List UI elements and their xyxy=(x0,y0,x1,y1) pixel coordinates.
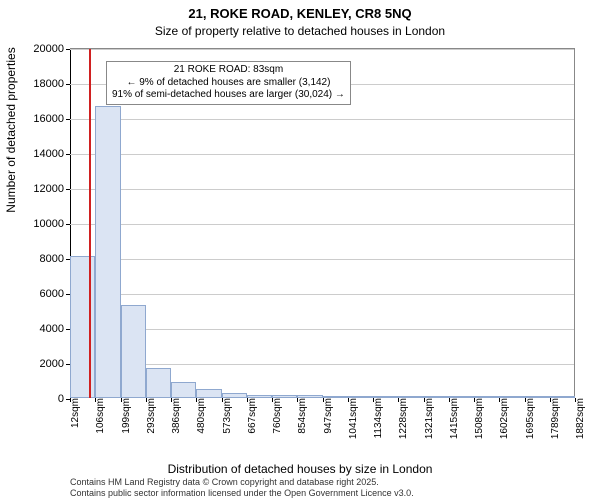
histogram-bar xyxy=(499,396,524,398)
histogram-bar xyxy=(171,382,196,398)
x-tick-label: 1695sqm xyxy=(521,398,536,439)
y-tick-label: 10000 xyxy=(33,218,64,230)
y-tick-label: 16000 xyxy=(33,113,64,125)
y-axis-label: Number of detached properties xyxy=(4,0,24,330)
x-tick-label: 1415sqm xyxy=(445,398,460,439)
y-tick-label: 6000 xyxy=(40,288,64,300)
histogram-bar xyxy=(121,305,146,398)
y-tick-label: 18000 xyxy=(33,78,64,90)
credits: Contains HM Land Registry data © Crown c… xyxy=(70,477,414,498)
x-tick-label: 1228sqm xyxy=(394,398,409,439)
credits-line1: Contains HM Land Registry data © Crown c… xyxy=(70,477,414,487)
credits-line2: Contains public sector information licen… xyxy=(70,488,414,498)
chart-title-line1: 21, ROKE ROAD, KENLEY, CR8 5NQ xyxy=(0,6,600,21)
histogram-bar xyxy=(146,368,171,398)
x-tick-label: 1789sqm xyxy=(546,398,561,439)
x-tick-label: 480sqm xyxy=(192,398,207,434)
x-tick-label: 573sqm xyxy=(218,398,233,434)
plot-area: 21 ROKE ROAD: 83sqm ← 9% of detached hou… xyxy=(70,48,575,398)
x-tick-label: 760sqm xyxy=(268,398,283,434)
x-tick-label: 947sqm xyxy=(319,398,334,434)
y-tick-label: 12000 xyxy=(33,183,64,195)
annotation-line2: ← 9% of detached houses are smaller (3,1… xyxy=(112,77,345,90)
y-tick-label: 4000 xyxy=(40,323,64,335)
histogram-bar xyxy=(323,396,348,398)
chart-container: 21, ROKE ROAD, KENLEY, CR8 5NQ Size of p… xyxy=(0,0,600,500)
histogram-bar xyxy=(247,395,272,399)
annotation-line1: 21 ROKE ROAD: 83sqm xyxy=(112,64,345,77)
histogram-bar xyxy=(348,396,373,398)
histogram-bar xyxy=(449,396,474,398)
x-tick-label: 1134sqm xyxy=(369,398,384,438)
annotation-box: 21 ROKE ROAD: 83sqm ← 9% of detached hou… xyxy=(106,61,351,105)
property-marker-line xyxy=(89,49,91,398)
histogram-bar xyxy=(550,396,575,398)
y-tick-label: 8000 xyxy=(40,253,64,265)
histogram-bar xyxy=(297,395,322,398)
x-tick-label: 854sqm xyxy=(293,398,308,434)
histogram-bar xyxy=(398,396,423,398)
annotation-line3: 91% of semi-detached houses are larger (… xyxy=(112,89,345,102)
y-tick-label: 2000 xyxy=(40,358,64,370)
x-axis-label: Distribution of detached houses by size … xyxy=(0,462,600,476)
chart-title-line2: Size of property relative to detached ho… xyxy=(0,24,600,38)
x-tick-label: 1321sqm xyxy=(420,398,435,439)
histogram-bar xyxy=(474,396,499,398)
x-tick-label: 12sqm xyxy=(66,398,81,428)
x-tick-label: 1041sqm xyxy=(344,398,359,439)
x-tick-label: 293sqm xyxy=(142,398,157,434)
histogram-bar xyxy=(525,396,550,398)
x-tick-label: 199sqm xyxy=(117,398,132,434)
y-tick-label: 0 xyxy=(58,393,64,405)
x-tick-label: 1508sqm xyxy=(470,398,485,439)
histogram-bar xyxy=(196,389,221,398)
x-tick-label: 667sqm xyxy=(243,398,258,434)
x-tick-label: 106sqm xyxy=(91,398,106,434)
histogram-bar xyxy=(70,256,95,398)
y-tick-label: 20000 xyxy=(33,43,64,55)
x-tick-label: 1602sqm xyxy=(495,398,510,439)
histogram-bar xyxy=(424,396,449,398)
histogram-bar xyxy=(222,393,247,398)
histogram-bar xyxy=(95,106,120,398)
x-tick-label: 386sqm xyxy=(167,398,182,434)
histogram-bar xyxy=(272,395,297,398)
y-tick-label: 14000 xyxy=(33,148,64,160)
histogram-bar xyxy=(373,396,398,398)
x-tick-label: 1882sqm xyxy=(571,398,586,439)
